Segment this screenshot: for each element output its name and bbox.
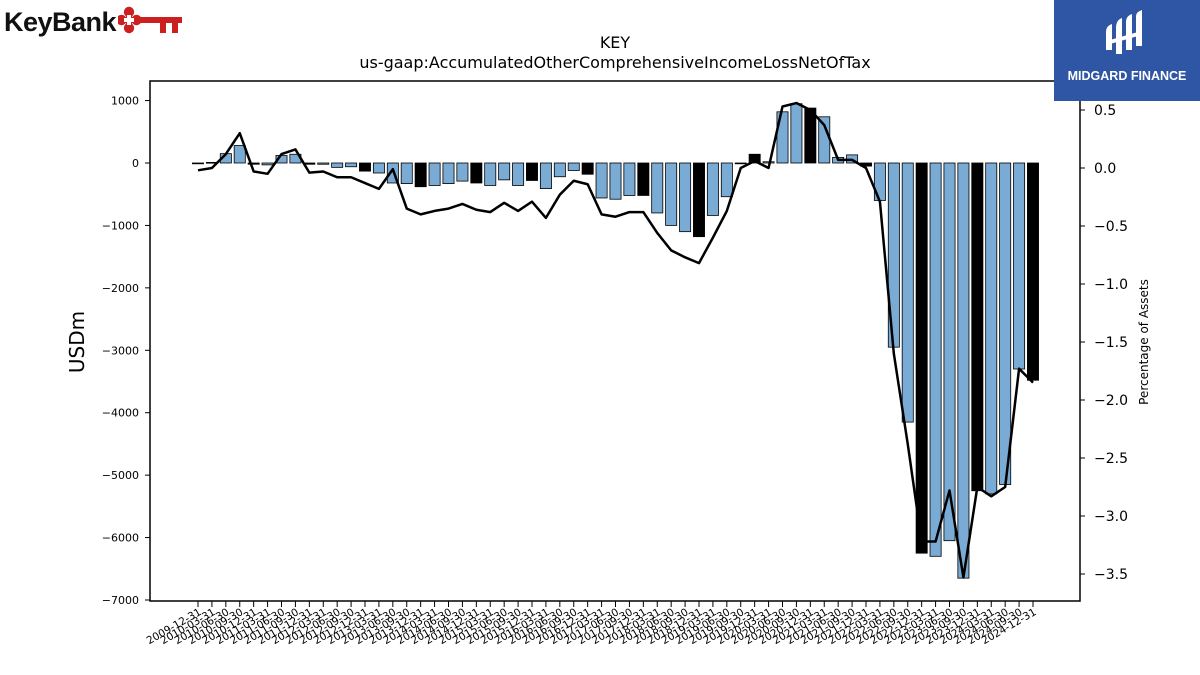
bar — [679, 162, 692, 233]
bar — [915, 162, 928, 554]
y-tick-label: −4000 — [102, 407, 139, 420]
y2-tick-label: −1.0 — [1094, 277, 1128, 293]
bar — [929, 162, 942, 557]
y2-tick-label: −2.0 — [1094, 393, 1128, 409]
assets-percentage-line — [197, 101, 1034, 579]
line-series — [197, 101, 1034, 579]
bar — [595, 162, 608, 199]
bar — [414, 162, 427, 188]
y-axis-label: USDm — [65, 311, 89, 373]
key-icon — [118, 6, 183, 34]
y-tick-label: −5000 — [102, 469, 139, 482]
keybank-logo: KeyBank — [4, 4, 184, 40]
keybank-wordmark: KeyBank — [4, 6, 117, 37]
bar — [386, 162, 399, 184]
bar — [331, 162, 344, 168]
y2-tick-label: 0.5 — [1094, 103, 1116, 119]
bar — [748, 153, 761, 164]
bar — [971, 162, 984, 492]
bar — [581, 162, 594, 175]
bar — [1013, 162, 1026, 370]
bar — [317, 162, 330, 165]
midgard-finance-logo: MIDGARD FINANCE — [1054, 0, 1200, 101]
bar — [400, 162, 413, 185]
bar — [428, 162, 441, 186]
bar — [734, 162, 747, 165]
bar — [720, 162, 733, 198]
y-tick-label: −2000 — [102, 282, 139, 295]
y-tick-label: −1000 — [102, 219, 139, 232]
bar — [456, 162, 469, 182]
bar — [706, 162, 719, 216]
bar — [359, 162, 371, 172]
y2-tick-label: −3.0 — [1094, 509, 1128, 525]
midgard-finance-wordmark: MIDGARD FINANCE — [1067, 69, 1187, 83]
bar — [553, 162, 566, 178]
bar — [567, 162, 580, 171]
y2-axis-label: Percentage of Assets — [1137, 279, 1151, 405]
bar — [470, 162, 483, 184]
x-axis: 2009-12-312010-03-312010-06-302010-09-30… — [145, 601, 1039, 647]
bar — [943, 162, 956, 542]
bar — [442, 162, 455, 185]
bar — [790, 103, 803, 164]
bar — [901, 162, 914, 423]
bar — [484, 162, 497, 186]
bar — [609, 162, 622, 200]
bar — [526, 162, 538, 181]
bar-series — [192, 103, 1039, 579]
y-tick-label: 1000 — [111, 95, 139, 108]
bar — [498, 162, 511, 181]
y-axis-right: 0.5 0.0 −0.5 −1.0 −1.5 −2.0 −2.5 −3.0 −3.5 — [1080, 103, 1128, 583]
bar — [192, 162, 204, 165]
y-tick-label: −7000 — [102, 594, 139, 607]
bar — [651, 162, 664, 214]
y2-tick-label: −3.5 — [1094, 567, 1128, 583]
bar — [957, 162, 970, 579]
bar — [345, 162, 358, 168]
bar — [693, 162, 705, 238]
bar — [372, 162, 385, 174]
bar — [665, 162, 678, 226]
y2-tick-label: −1.5 — [1094, 335, 1128, 351]
bar — [985, 162, 998, 495]
bar — [623, 162, 636, 196]
chart-subtitle: us-gaap:AccumulatedOtherComprehensiveInc… — [359, 53, 870, 72]
midgard-emblem-icon — [1106, 10, 1142, 54]
y2-tick-label: −0.5 — [1094, 219, 1128, 235]
bar — [539, 162, 552, 190]
bar — [261, 162, 274, 166]
y2-tick-label: −2.5 — [1094, 451, 1128, 467]
y-tick-label: −6000 — [102, 532, 139, 545]
bar — [804, 107, 817, 164]
bar — [233, 145, 246, 164]
bar — [247, 162, 260, 165]
bar — [512, 162, 525, 186]
y-tick-label: 0 — [132, 157, 139, 170]
bar — [999, 162, 1012, 485]
y-axis-left: 1000 0 −1000 −2000 −3000 −4000 −5000 −6000 −7000 — [102, 95, 150, 607]
y-tick-label: −3000 — [102, 344, 139, 357]
bar — [637, 162, 650, 196]
y2-tick-label: 0.0 — [1094, 161, 1116, 177]
bar — [1027, 162, 1039, 381]
chart-title: KEY — [600, 33, 631, 52]
